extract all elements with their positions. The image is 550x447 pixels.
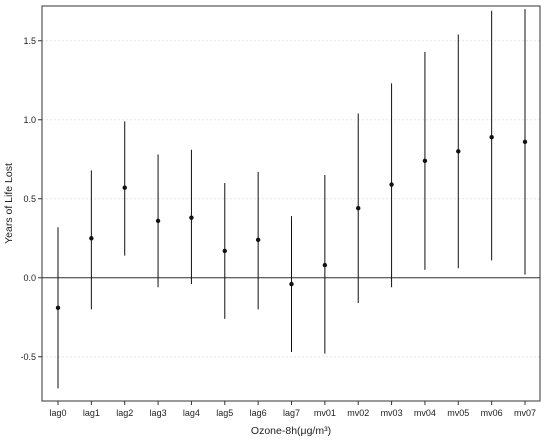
x-tick-label: lag5 xyxy=(216,408,233,418)
x-tick-label: lag1 xyxy=(83,408,100,418)
y-tick-label: 1.5 xyxy=(23,36,36,46)
point-estimate-mv02 xyxy=(356,206,361,211)
x-tick-label: lag3 xyxy=(150,408,167,418)
x-axis-title: Ozone-8h(μg/m³) xyxy=(251,425,331,437)
point-estimate-mv01 xyxy=(322,262,328,268)
y-tick-label: -0.5 xyxy=(20,352,36,362)
point-estimate-mv06 xyxy=(489,134,494,140)
point-estimate-lag3 xyxy=(155,218,161,224)
x-tick-label: mv02 xyxy=(347,408,369,418)
point-estimate-mv04 xyxy=(422,158,428,164)
point-estimate-lag6 xyxy=(255,237,261,243)
x-tick-label: lag6 xyxy=(250,408,267,418)
y-ticks-layer: -0.5 0.0 0.5 1.0 1.5 xyxy=(20,36,42,362)
x-ticks-layer: lag0 lag1 lag2 lag3 lag4 lag5 lag6 lag7 mv01 mv02… xyxy=(49,401,536,418)
y-tick-label: 0.0 xyxy=(23,273,36,283)
x-tick-label: lag4 xyxy=(183,408,200,418)
point-estimate-lag1 xyxy=(89,236,94,241)
point-estimate-lag2 xyxy=(122,185,127,190)
y-tick-label: 0.5 xyxy=(23,194,36,204)
x-tick-label: lag0 xyxy=(49,408,66,418)
y-tick-label: 1.0 xyxy=(23,115,36,125)
x-tick-label: mv04 xyxy=(414,408,436,418)
point-estimate-mv07 xyxy=(522,139,528,145)
point-estimate-mv05 xyxy=(456,149,461,154)
point-estimate-lag7 xyxy=(289,281,294,287)
x-tick-label: mv03 xyxy=(381,408,403,418)
x-tick-label: lag7 xyxy=(283,408,300,418)
point-estimate-lag0 xyxy=(55,305,61,310)
point-estimate-mv03 xyxy=(389,182,394,187)
point-estimate-lag4 xyxy=(189,215,194,220)
points-layer xyxy=(55,134,528,310)
x-tick-label: mv06 xyxy=(481,408,503,418)
x-tick-label: mv07 xyxy=(514,408,536,418)
x-tick-label: lag2 xyxy=(116,408,133,418)
x-tick-label: mv01 xyxy=(314,408,336,418)
point-estimate-lag5 xyxy=(222,248,227,254)
y-axis-title: Years of Life Lost xyxy=(3,163,15,244)
x-tick-label: mv05 xyxy=(447,408,469,418)
